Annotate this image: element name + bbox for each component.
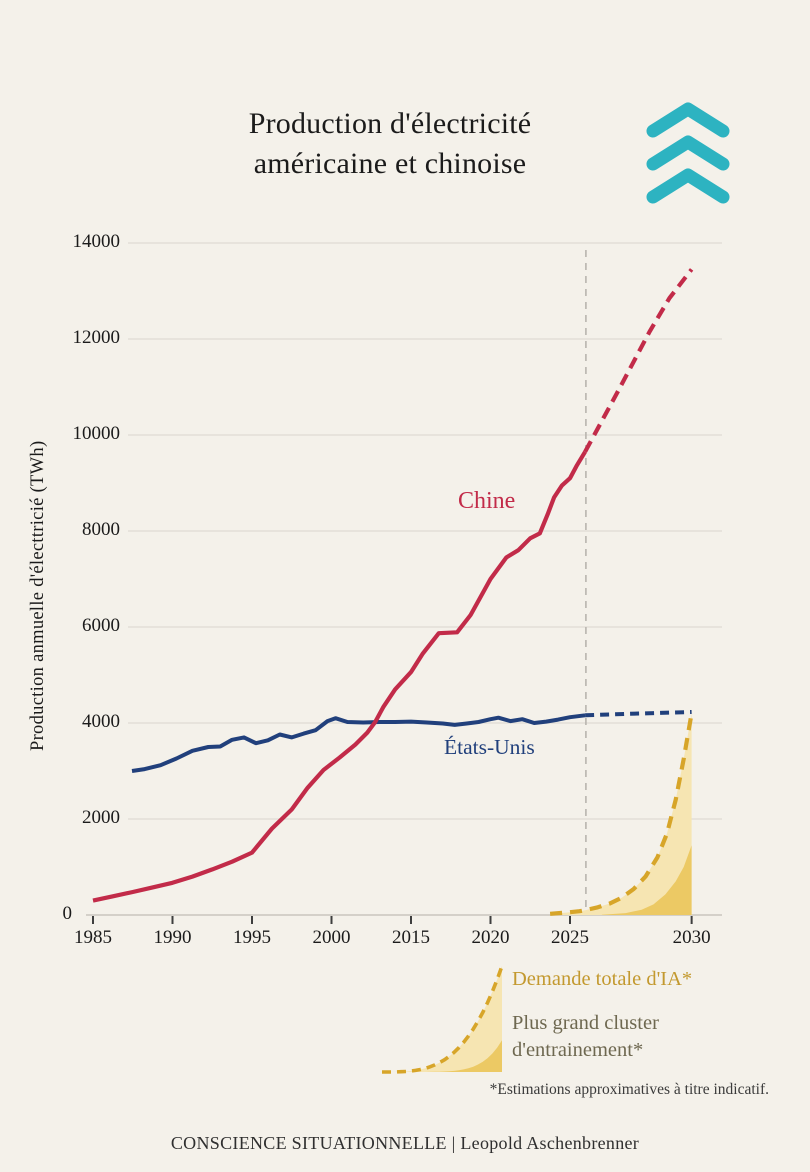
series-line-us-projection [585, 712, 692, 715]
y-tick-label: 14000 [45, 231, 120, 253]
legend-cluster-line1: Plus grand cluster [512, 1010, 659, 1037]
legend-cluster-label: Plus grand cluster d'entrainement* [512, 1010, 659, 1064]
y-tick-label: 4000 [45, 711, 120, 733]
series-line-ai-demand [550, 713, 692, 913]
infographic: Production d'électricité américaine et c… [0, 0, 810, 1172]
chart-title-line2: américaine et chinoise [150, 144, 630, 184]
chart-title: Production d'électricité américaine et c… [150, 104, 630, 183]
legend-mini-chart [378, 956, 506, 1078]
series-line-china-solid [93, 452, 585, 901]
x-tick-label: 2015 [373, 927, 449, 949]
x-tick-label: 1990 [135, 927, 211, 949]
x-tick-label: 2000 [294, 927, 370, 949]
x-tick-label: 2030 [654, 927, 730, 949]
y-tick-label: 8000 [45, 519, 120, 541]
x-tick-label: 1985 [55, 927, 131, 949]
y-tick-label: 6000 [45, 615, 120, 637]
legend-mini-area-demand [382, 966, 502, 1072]
y-tick-label: 0 [20, 903, 72, 925]
y-tick-label: 2000 [45, 807, 120, 829]
triple-chevron-up-icon [645, 98, 731, 208]
y-tick-label: 10000 [45, 423, 120, 445]
series-line-china-projection [585, 269, 692, 451]
series-area-ai-demand [550, 713, 692, 915]
attribution: CONSCIENCE SITUATIONNELLE | Leopold Asch… [0, 1133, 810, 1154]
series-label-china: Chine [458, 488, 515, 515]
series-label-us: États-Unis [444, 735, 535, 760]
legend-footnote: *Estimations approximatives à titre indi… [490, 1081, 769, 1099]
x-tick-label: 1995 [214, 927, 290, 949]
y-axis-title: Production anmuelle d'électtricié (TWh) [28, 388, 49, 803]
y-tick-label: 12000 [45, 327, 120, 349]
series-area-largest-cluster [602, 845, 692, 915]
x-tick-label: 2025 [532, 927, 608, 949]
x-tick-label: 2020 [453, 927, 529, 949]
legend-demand-label: Demande totale d'IA* [512, 968, 692, 991]
chart-title-line1: Production d'électricité [150, 104, 630, 144]
legend-cluster-line2: d'entrainement* [512, 1037, 659, 1064]
